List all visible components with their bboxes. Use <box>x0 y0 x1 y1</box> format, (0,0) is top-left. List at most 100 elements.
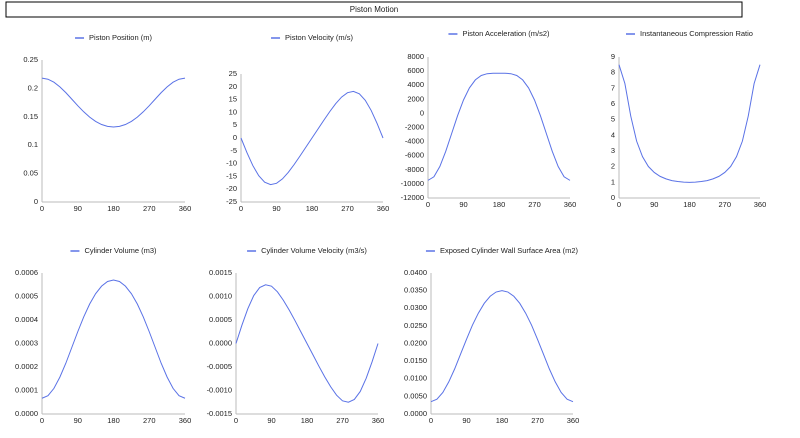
y-tick-label: 0.05 <box>23 169 38 178</box>
y-tick-label: 0.0300 <box>404 303 427 312</box>
y-tick-label: 0.0005 <box>15 291 38 300</box>
legend-label: Instantaneous Compression Ratio <box>640 29 753 38</box>
x-tick-label: 180 <box>493 200 506 209</box>
y-tick-label: 0.0350 <box>404 286 427 295</box>
legend-label: Piston Position (m) <box>89 33 152 42</box>
y-tick-label: -0.0015 <box>207 409 232 418</box>
x-tick-label: 270 <box>718 200 731 209</box>
y-tick-label: -6000 <box>405 151 424 160</box>
y-tick-label: 0 <box>34 197 38 206</box>
x-tick-label: 0 <box>234 416 238 425</box>
y-tick-label: -12000 <box>401 193 424 202</box>
data-line <box>235 284 379 403</box>
y-tick-label: 0.0005 <box>209 315 232 324</box>
x-tick-label: 0 <box>429 416 433 425</box>
x-tick-label: 90 <box>459 200 467 209</box>
legend-label: Piston Acceleration (m/s2) <box>462 29 550 38</box>
x-tick-label: 360 <box>567 416 580 425</box>
y-tick-label: 20 <box>229 82 237 91</box>
data-line <box>41 77 186 128</box>
y-tick-label: 0.0000 <box>404 409 427 418</box>
x-tick-label: 270 <box>531 416 544 425</box>
legend-label: Piston Velocity (m/s) <box>285 33 353 42</box>
x-tick-label: 270 <box>143 204 156 213</box>
y-tick-label: 0.0000 <box>209 338 232 347</box>
data-line <box>427 72 571 181</box>
y-tick-label: 0.2 <box>28 83 38 92</box>
y-tick-label: 0.0200 <box>404 338 427 347</box>
y-tick-label: 6000 <box>407 66 424 75</box>
y-tick-label: 0.0000 <box>15 409 38 418</box>
y-tick-label: -15 <box>226 171 237 180</box>
y-tick-label: 0.0050 <box>404 391 427 400</box>
x-tick-label: 360 <box>179 416 192 425</box>
x-tick-label: 180 <box>301 416 314 425</box>
x-tick-label: 0 <box>40 416 44 425</box>
y-tick-label: 25 <box>229 69 237 78</box>
data-line <box>430 290 574 403</box>
y-tick-label: 0.0100 <box>404 374 427 383</box>
y-tick-label: 0 <box>233 133 237 142</box>
legend-label: Cylinder Volume Velocity (m3/s) <box>261 246 367 255</box>
y-tick-label: 2000 <box>407 94 424 103</box>
x-tick-label: 0 <box>239 204 243 213</box>
y-tick-label: 0.1 <box>28 140 38 149</box>
y-tick-label: -4000 <box>405 137 424 146</box>
y-tick-label: -0.0010 <box>207 385 232 394</box>
y-tick-label: 1 <box>611 177 615 186</box>
y-tick-label: 9 <box>611 52 615 61</box>
x-tick-label: 180 <box>107 204 120 213</box>
y-tick-label: 0.0004 <box>15 315 38 324</box>
data-line <box>240 90 384 186</box>
x-tick-label: 90 <box>267 416 275 425</box>
y-tick-label: -2000 <box>405 122 424 131</box>
data-line <box>618 64 761 183</box>
y-tick-label: 8 <box>611 68 615 77</box>
y-tick-label: 3 <box>611 146 615 155</box>
y-tick-label: -8000 <box>405 165 424 174</box>
y-tick-label: 0.0015 <box>209 268 232 277</box>
x-tick-label: 180 <box>683 200 696 209</box>
x-tick-label: 360 <box>754 200 767 209</box>
y-tick-label: 5 <box>611 115 615 124</box>
x-tick-label: 180 <box>496 416 509 425</box>
y-tick-label: 0.0400 <box>404 268 427 277</box>
x-tick-label: 180 <box>306 204 319 213</box>
y-tick-label: 0.0006 <box>15 268 38 277</box>
y-tick-label: 2 <box>611 162 615 171</box>
y-tick-label: 10 <box>229 107 237 116</box>
x-tick-label: 90 <box>462 416 470 425</box>
y-tick-label: 6 <box>611 99 615 108</box>
x-tick-label: 90 <box>272 204 280 213</box>
y-tick-label: 0.0150 <box>404 356 427 365</box>
y-tick-label: 15 <box>229 95 237 104</box>
x-tick-label: 90 <box>74 416 82 425</box>
y-tick-label: -0.0005 <box>207 362 232 371</box>
legend-label: Cylinder Volume (m3) <box>84 246 157 255</box>
y-tick-label: 4000 <box>407 80 424 89</box>
page-title: Piston Motion <box>350 5 398 14</box>
x-tick-label: 270 <box>341 204 354 213</box>
y-tick-label: 0.25 <box>23 55 38 64</box>
y-tick-label: 8000 <box>407 52 424 61</box>
x-tick-label: 360 <box>377 204 390 213</box>
legend-label: Exposed Cylinder Wall Surface Area (m2) <box>440 246 579 255</box>
x-tick-label: 360 <box>564 200 577 209</box>
x-tick-label: 90 <box>650 200 658 209</box>
y-tick-label: 4 <box>611 130 615 139</box>
x-tick-label: 360 <box>372 416 385 425</box>
y-tick-label: 0.0002 <box>15 362 38 371</box>
y-tick-label: -5 <box>230 146 237 155</box>
x-tick-label: 270 <box>528 200 541 209</box>
y-tick-label: -10000 <box>401 179 424 188</box>
y-tick-label: -20 <box>226 184 237 193</box>
y-tick-label: 0.0003 <box>15 338 38 347</box>
y-tick-label: 0.0010 <box>209 291 232 300</box>
x-tick-label: 0 <box>40 204 44 213</box>
y-tick-label: 0 <box>611 193 615 202</box>
x-tick-label: 90 <box>74 204 82 213</box>
y-tick-label: -10 <box>226 159 237 168</box>
y-tick-label: 0.15 <box>23 112 38 121</box>
y-tick-label: 7 <box>611 83 615 92</box>
